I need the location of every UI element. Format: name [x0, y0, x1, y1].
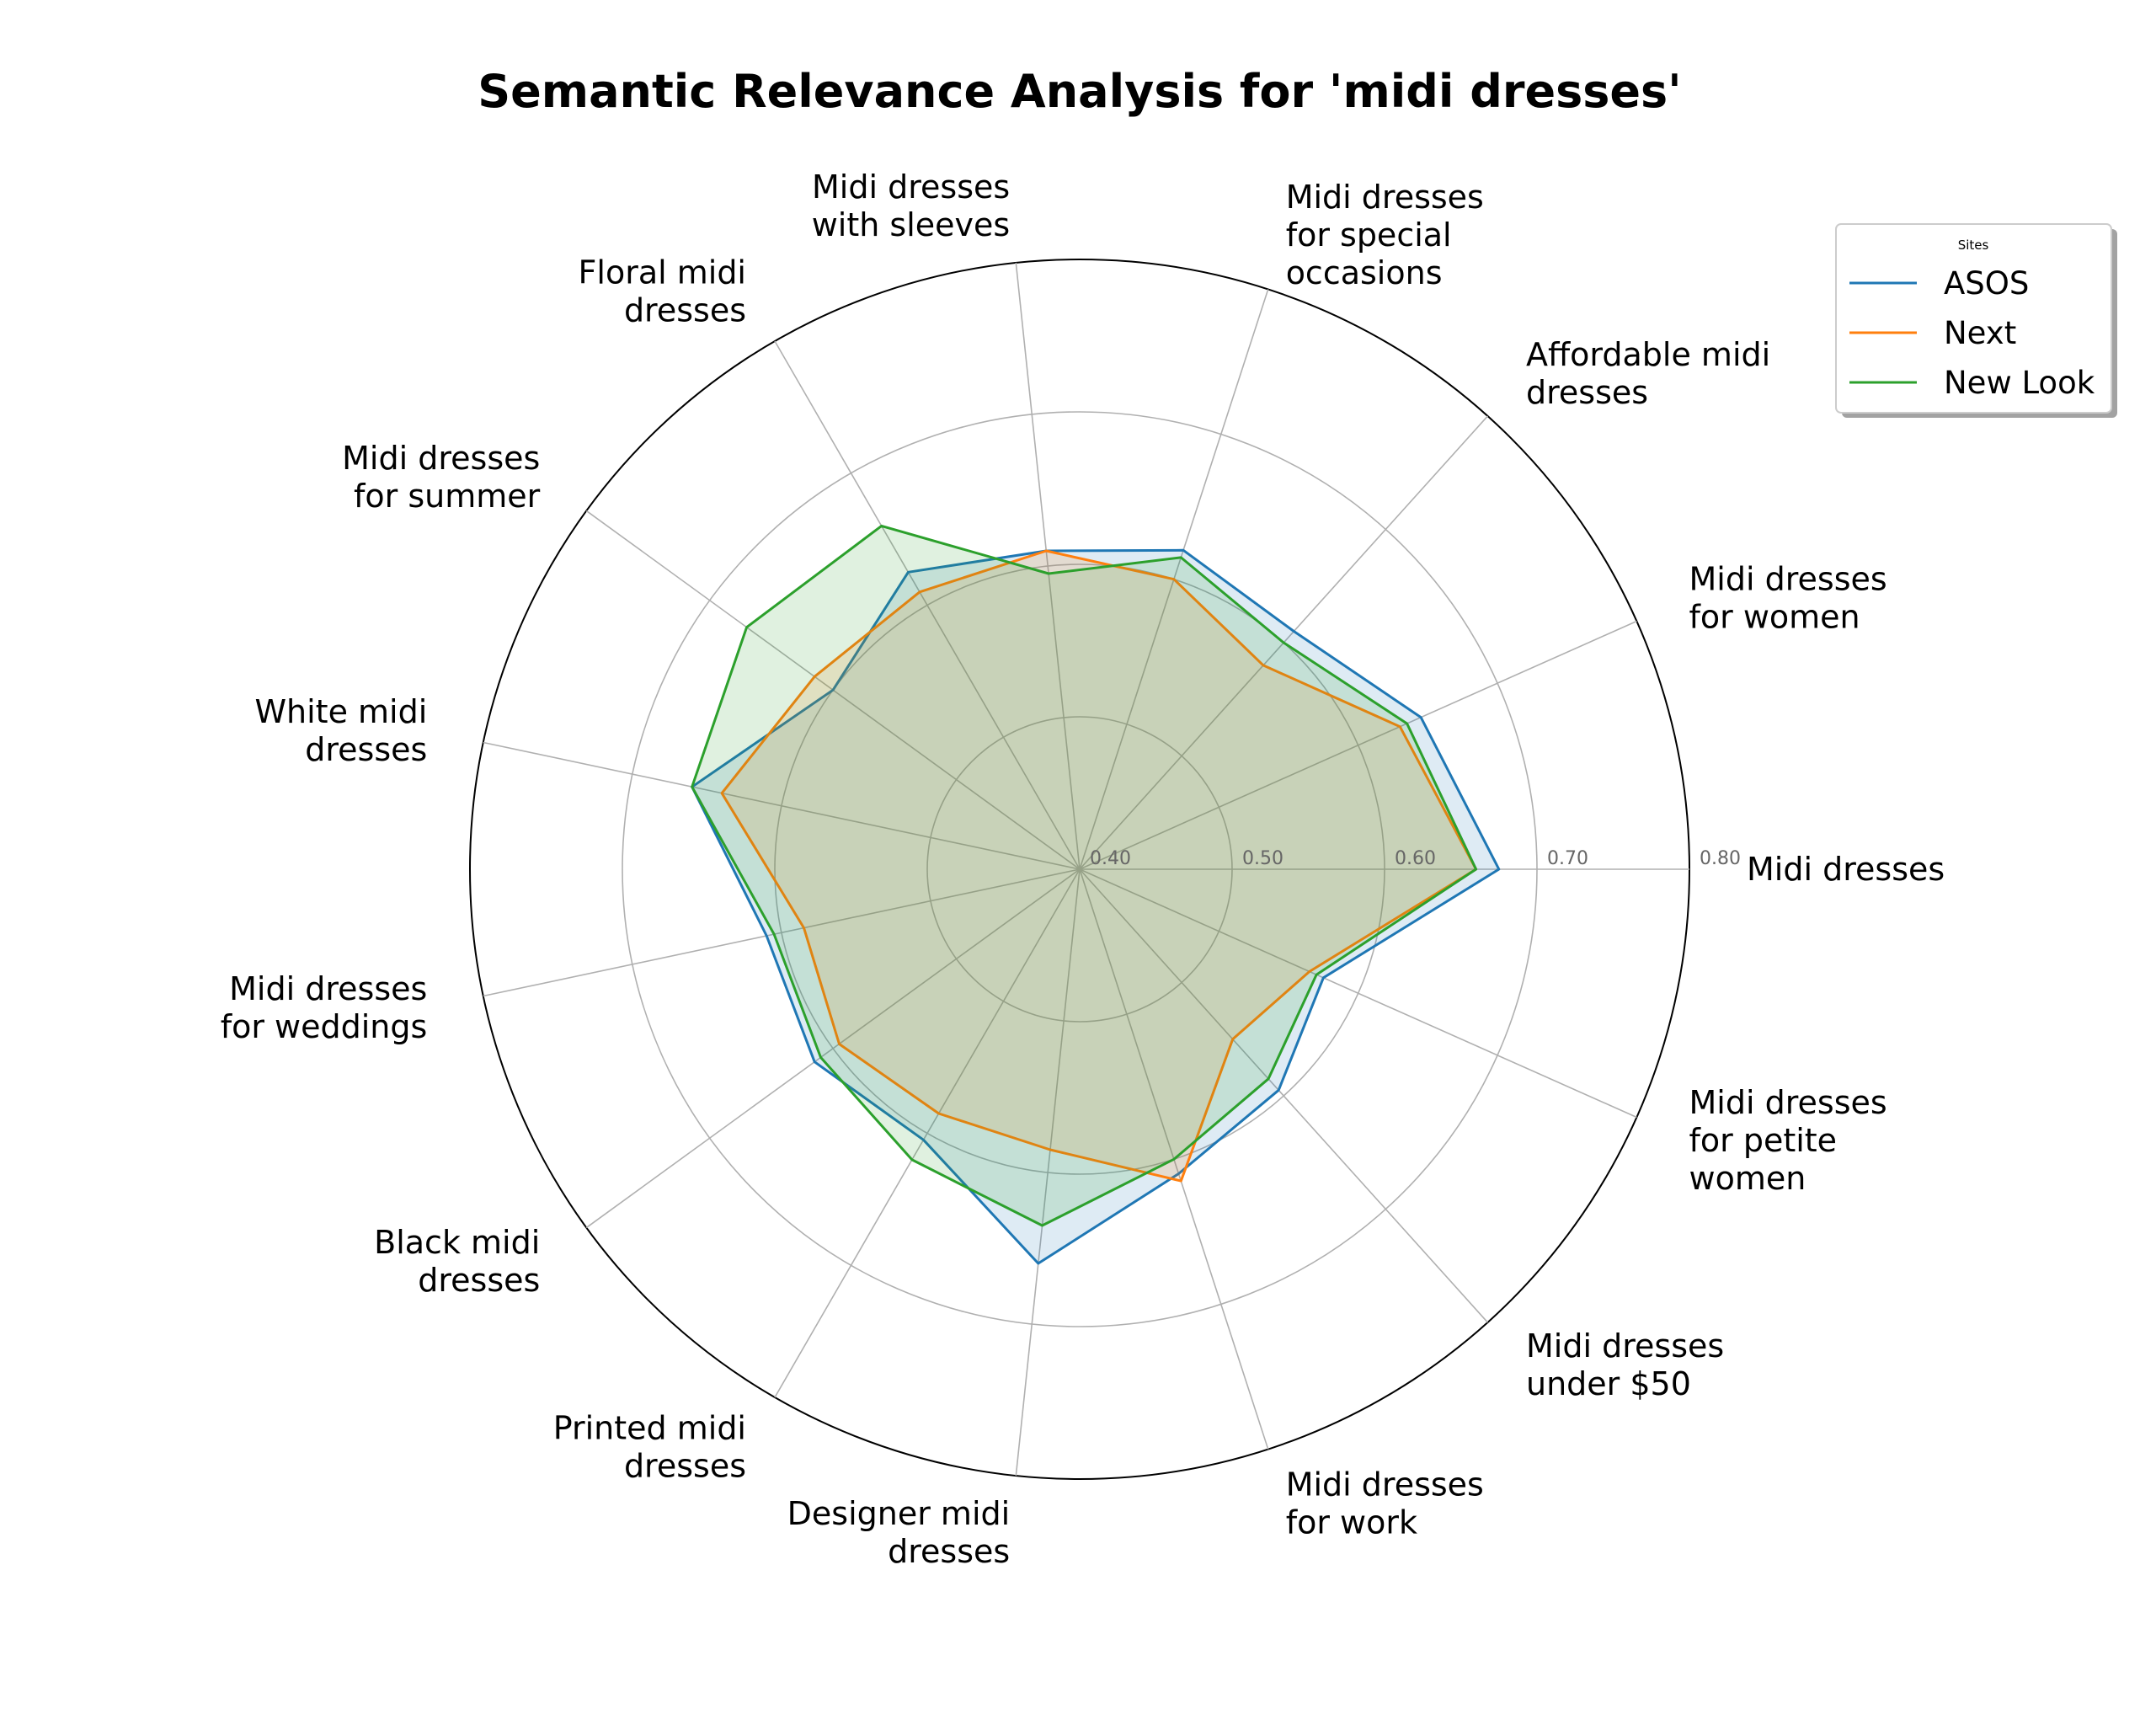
- spoke-9: [585, 868, 1081, 1229]
- category-label-line: Midi dresses: [1689, 560, 1887, 597]
- category-label-line: Midi dresses: [812, 168, 1010, 206]
- category-label-13: Midi dresses under $50: [1526, 1327, 1724, 1402]
- category-label-4: Midi dresses with sleeves: [812, 168, 1010, 243]
- category-label-line: Floral midi: [579, 254, 746, 291]
- category-label-line: for weddings: [221, 1008, 428, 1045]
- legend-label-1: Next: [1944, 315, 2016, 351]
- category-label-8: Midi dresses for weddings: [221, 970, 428, 1045]
- category-label-line: Midi dresses: [229, 970, 427, 1007]
- tick-label-1: 0.50: [1242, 848, 1283, 869]
- legend-label-2: New Look: [1944, 365, 2095, 401]
- spoke-13: [1079, 868, 1489, 1323]
- legend-frame: [1835, 223, 2112, 414]
- category-label-line: Midi dresses: [1286, 179, 1484, 216]
- category-label-line: for petite: [1689, 1122, 1838, 1159]
- radial-tick-labels: 0.40 0.50 0.60 0.70 0.80: [1090, 848, 1741, 869]
- spoke-4: [1015, 262, 1081, 870]
- category-label-line: for special: [1286, 216, 1452, 254]
- legend-title: Sites: [1958, 238, 1989, 253]
- tick-label-2: 0.60: [1395, 848, 1436, 869]
- category-label-line: with sleeves: [812, 206, 1010, 243]
- category-label-line: for work: [1286, 1504, 1417, 1541]
- series-fill-0: [691, 550, 1499, 1263]
- category-label-line: dresses: [888, 1533, 1010, 1570]
- category-label-line: Midi dresses: [1286, 1466, 1484, 1503]
- category-label-line: Midi dresses: [1526, 1327, 1724, 1365]
- category-label-line: Black midi: [374, 1224, 540, 1261]
- spoke-7: [483, 741, 1081, 870]
- series-line-2: [691, 524, 1478, 1227]
- tick-label-0: 0.40: [1090, 848, 1131, 869]
- legend-entries: ASOS Next New Look: [1849, 265, 2095, 401]
- spoke-10: [774, 868, 1081, 1398]
- category-label-14: Midi dresses for petite women: [1689, 1084, 1887, 1197]
- category-label-line: Midi dresses: [342, 440, 540, 477]
- series-line-1: [720, 549, 1478, 1183]
- series-layer: [691, 524, 1501, 1265]
- category-label-line: Midi dresses: [1689, 1084, 1887, 1121]
- tick-label-3: 0.70: [1547, 848, 1588, 869]
- radar-grid: [469, 259, 1690, 1480]
- category-label-line: dresses: [624, 1447, 746, 1484]
- category-label-6: Midi dresses for summer: [342, 440, 541, 515]
- spoke-5: [774, 340, 1081, 870]
- category-label-11: Designer midi dresses: [787, 1495, 1011, 1570]
- series-fill-2: [691, 526, 1476, 1226]
- category-label-0: Midi dresses: [1747, 851, 1945, 888]
- category-label-line: Affordable midi: [1526, 336, 1770, 373]
- category-label-10: Printed midi dresses: [553, 1409, 746, 1484]
- category-label-line: dresses: [305, 731, 427, 768]
- series-fill-1: [722, 551, 1476, 1182]
- category-label-line: for summer: [354, 478, 541, 515]
- category-label-2: Affordable midi dresses: [1526, 336, 1770, 411]
- category-label-line: dresses: [1526, 374, 1648, 411]
- category-label-line: occasions: [1286, 254, 1443, 291]
- category-label-9: Black midi dresses: [374, 1224, 540, 1299]
- legend-label-0: ASOS: [1944, 265, 2029, 302]
- category-label-7: White midi dresses: [254, 693, 427, 768]
- category-label-line: dresses: [418, 1262, 540, 1299]
- category-label-12: Midi dresses for work: [1286, 1466, 1484, 1541]
- category-label-line: Printed midi: [553, 1409, 746, 1446]
- category-label-line: for women: [1689, 598, 1860, 635]
- category-label-line: Midi dresses: [1747, 851, 1945, 888]
- category-label-1: Midi dresses for women: [1689, 560, 1887, 635]
- series-line-0: [691, 548, 1501, 1265]
- tick-label-4: 0.80: [1700, 848, 1741, 869]
- category-label-3: Midi dresses for special occasions: [1286, 179, 1484, 291]
- legend: Sites ASOS Next New Look: [1835, 223, 2117, 418]
- category-label-line: dresses: [624, 292, 746, 329]
- spoke-14: [1079, 868, 1637, 1119]
- spoke-1: [1079, 620, 1637, 870]
- category-label-5: Floral midi dresses: [579, 254, 746, 329]
- chart-title: Semantic Relevance Analysis for 'midi dr…: [478, 65, 1681, 118]
- category-label-line: women: [1689, 1160, 1806, 1197]
- category-label-line: White midi: [254, 693, 427, 730]
- spoke-8: [483, 868, 1081, 997]
- category-label-line: Designer midi: [787, 1495, 1011, 1532]
- spoke-11: [1015, 868, 1081, 1477]
- category-label-line: under $50: [1526, 1365, 1691, 1402]
